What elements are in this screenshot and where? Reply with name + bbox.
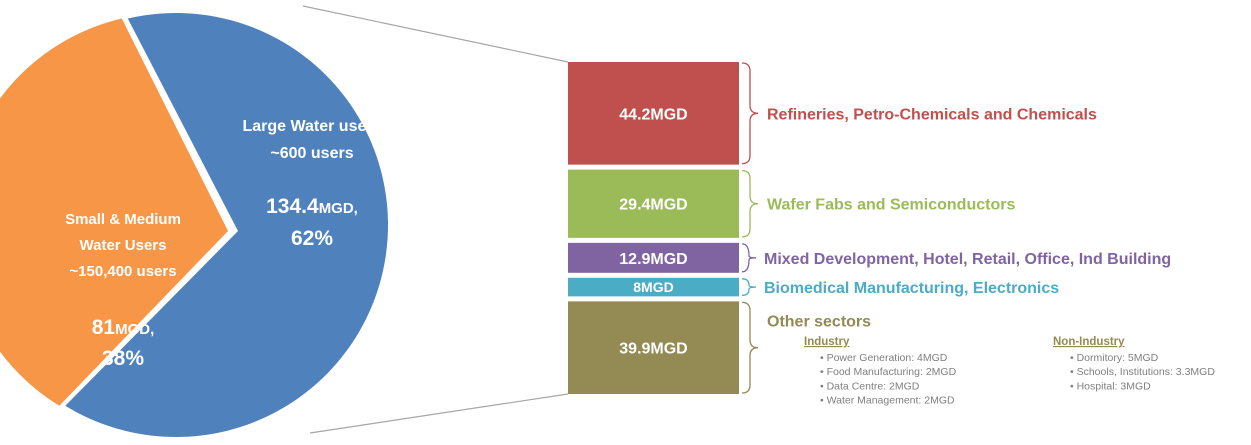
industry-list: • Power Generation: 4MGD • Food Manufactu… bbox=[820, 352, 957, 407]
category-label-mixed: Mixed Development, Hotel, Retail, Office… bbox=[764, 251, 1171, 268]
list-item: • Water Management: 2MGD bbox=[820, 395, 955, 407]
bar-segment-mixed bbox=[568, 242, 739, 273]
small-users-label-line3: ~150,400 users bbox=[69, 263, 176, 280]
brace-mixed bbox=[741, 243, 757, 273]
pie-label-small: Small & Medium Water Users ~150,400 user… bbox=[65, 211, 181, 370]
bar-value-label-other: 39.9MGD bbox=[619, 341, 687, 358]
list-item: • Schools, Institutions: 3.3MGD bbox=[1070, 366, 1215, 378]
large-users-value: 134.4MGD, bbox=[266, 195, 358, 218]
list-item: • Power Generation: 4MGD bbox=[820, 352, 948, 364]
bar-value-label-mixed: 12.9MGD bbox=[619, 251, 687, 268]
category-label-wafer: Wafer Fabs and Semiconductors bbox=[767, 197, 1015, 214]
bar-segment-other bbox=[568, 301, 739, 394]
non-industry-heading: Non-Industry bbox=[1053, 336, 1125, 348]
breakdown-labels: Refineries, Petro-Chemicals and Chemical… bbox=[741, 62, 1171, 394]
list-item: • Data Centre: 2MGD bbox=[820, 380, 920, 392]
category-label-biomedical: Biomedical Manufacturing, Electronics bbox=[764, 280, 1059, 297]
pie-label-large: Large Water users ~600 users 134.4MGD, 6… bbox=[242, 118, 381, 250]
large-users-label-line1: Large Water users bbox=[242, 118, 381, 135]
pie-slice-small-medium-water-users bbox=[0, 18, 228, 406]
brace-other bbox=[741, 301, 759, 394]
non-industry-list: • Dormitory: 5MGD • Schools, Institutions… bbox=[1070, 352, 1215, 392]
small-users-label-line1: Small & Medium bbox=[65, 211, 181, 228]
small-users-value: 81MGD, bbox=[92, 316, 155, 339]
small-users-percent: 38% bbox=[102, 347, 144, 370]
bar-segment-wafer bbox=[568, 169, 739, 238]
bar-value-label-biomedical: 8MGD bbox=[633, 279, 673, 295]
bar-segment-biomedical bbox=[568, 277, 739, 297]
small-users-value-number: 81 bbox=[92, 316, 116, 339]
brace-biomedical bbox=[741, 278, 757, 297]
large-users-label-line2: ~600 users bbox=[270, 145, 353, 162]
breakdown-bar: 44.2MGD 29.4MGD 12.9MGD 8MGD 39.9MGD bbox=[568, 62, 739, 394]
list-item: • Hospital: 3MGD bbox=[1070, 380, 1151, 392]
connector-line-bottom bbox=[309, 393, 569, 434]
category-label-other: Other sectors bbox=[767, 313, 871, 330]
bar-value-label-wafer: 29.4MGD bbox=[619, 197, 687, 214]
list-item: • Food Manufacturing: 2MGD bbox=[820, 366, 957, 378]
industry-heading: Industry bbox=[804, 336, 850, 348]
small-users-value-unit: MGD, bbox=[115, 321, 154, 338]
brace-wafer bbox=[741, 169, 759, 238]
connector-line-top bbox=[302, 5, 569, 63]
bar-value-label-refineries: 44.2MGD bbox=[619, 106, 687, 123]
category-label-refineries: Refineries, Petro-Chemicals and Chemical… bbox=[767, 106, 1097, 123]
brace-refineries bbox=[741, 62, 759, 165]
pie-slice-large-water-users bbox=[65, 13, 388, 438]
large-users-value-number: 134.4 bbox=[266, 195, 319, 218]
large-users-percent: 62% bbox=[291, 227, 333, 250]
large-users-value-unit: MGD, bbox=[319, 200, 358, 217]
other-sectors-detail: Industry • Power Generation: 4MGD • Food … bbox=[804, 336, 1215, 407]
list-item: • Dormitory: 5MGD bbox=[1070, 352, 1159, 364]
bar-segment-refineries bbox=[568, 62, 739, 165]
small-users-label-line2: Water Users bbox=[80, 237, 167, 254]
